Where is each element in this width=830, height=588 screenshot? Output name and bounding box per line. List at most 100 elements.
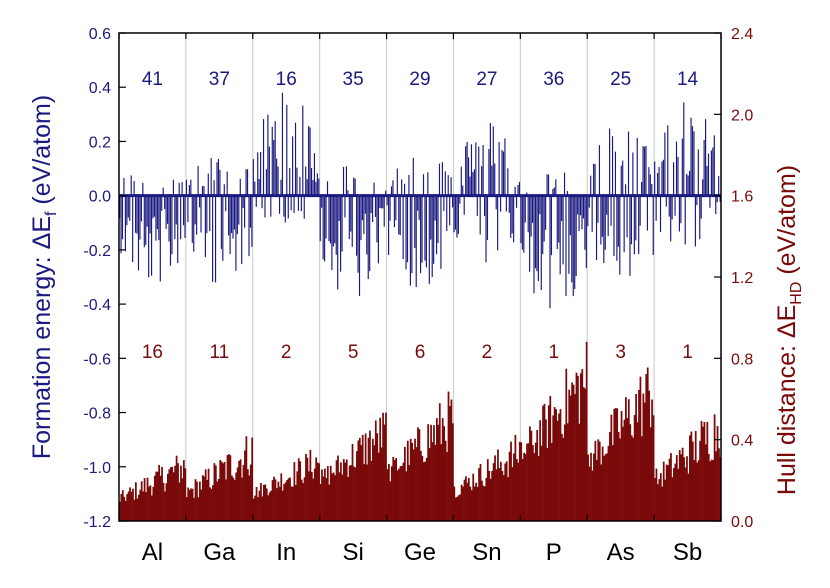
hull-distance-bar xyxy=(287,478,290,521)
formation-energy-bar xyxy=(520,195,522,244)
hull-distance-bar xyxy=(622,426,624,521)
formation-energy-bar xyxy=(341,195,343,252)
formation-energy-bar xyxy=(457,195,459,234)
formation-energy-bar xyxy=(271,126,273,196)
formation-energy-bar xyxy=(415,195,417,288)
formation-energy-bar xyxy=(180,195,182,240)
hull-distance-bar xyxy=(710,459,713,521)
formation-energy-bar xyxy=(185,179,188,196)
formation-energy-bar xyxy=(526,192,528,196)
formation-energy-bar xyxy=(668,195,670,217)
hull-distance-bar xyxy=(655,468,658,521)
formation-energy-bar xyxy=(182,195,185,226)
formation-energy-bar xyxy=(310,168,313,196)
hull-distance-bar xyxy=(703,421,706,521)
hull-distance-bar xyxy=(319,483,322,521)
hull-distance-bar xyxy=(136,498,139,521)
hull-distance-bar xyxy=(486,459,489,521)
formation-energy-bar xyxy=(609,128,611,196)
formation-energy-bar xyxy=(712,147,714,196)
hull-distance-bar xyxy=(565,368,568,521)
formation-energy-bar xyxy=(216,162,218,196)
formation-energy-bar xyxy=(718,176,720,196)
formation-energy-bar xyxy=(499,195,502,212)
formation-energy-bar xyxy=(379,195,381,208)
category-label: Ga xyxy=(203,539,236,566)
formation-energy-bar xyxy=(574,195,576,289)
formation-energy-bar xyxy=(223,184,225,196)
hull-distance-bar xyxy=(566,423,569,521)
formation-energy-bar xyxy=(444,171,446,196)
hull-distance-bar xyxy=(277,481,280,521)
hull-distance-bar xyxy=(271,480,274,521)
formation-energy-bar xyxy=(646,195,649,231)
hull-distance-bar xyxy=(578,423,581,521)
formation-energy-bar xyxy=(126,195,128,226)
hull-distance-bar xyxy=(171,466,174,521)
hull-distance-bar xyxy=(252,498,255,521)
category-label: P xyxy=(546,539,562,566)
hull-distance-bar xyxy=(664,479,667,521)
right-tick-label: 1.2 xyxy=(731,270,753,287)
hull-distance-bar xyxy=(556,420,559,521)
hull-distance-bar xyxy=(193,497,195,521)
formation-energy-bar xyxy=(531,195,534,223)
formation-energy-bar xyxy=(212,195,214,282)
formation-energy-bar xyxy=(284,195,286,223)
hull-distance-bar xyxy=(531,445,534,521)
formation-energy-bar xyxy=(335,195,337,255)
right-tick-label: 0.0 xyxy=(731,514,753,531)
formation-energy-bar xyxy=(129,195,131,221)
hull-distance-bar xyxy=(169,467,172,521)
formation-energy-bar xyxy=(268,146,270,196)
formation-energy-bar xyxy=(420,195,422,274)
formation-energy-bar xyxy=(534,195,537,269)
hull-distance-bar xyxy=(571,382,573,521)
right-tick-label: 0.8 xyxy=(731,351,753,368)
hull-distance-bar xyxy=(550,442,553,521)
hull-distance-bar xyxy=(373,445,376,521)
hull-distance-bar xyxy=(691,441,694,521)
hull-distance-bar xyxy=(194,479,197,521)
hull-distance-bar xyxy=(406,440,409,521)
hull-distance-bar xyxy=(623,419,626,521)
hull-distance-bar xyxy=(585,341,588,521)
hull-count-label: 11 xyxy=(209,342,229,363)
formation-energy-bar xyxy=(408,174,410,196)
hull-distance-bar xyxy=(553,407,556,521)
formation-energy-bar xyxy=(581,195,583,230)
hull-distance-bar xyxy=(483,486,486,521)
formation-energy-bar xyxy=(347,190,349,196)
formation-energy-bar xyxy=(299,176,301,196)
hull-distance-bar xyxy=(629,424,632,521)
formation-energy-bar xyxy=(260,151,262,196)
formation-energy-bar xyxy=(137,195,140,271)
formation-energy-bar xyxy=(622,160,624,196)
formation-energy-bar xyxy=(164,195,166,210)
hull-distance-bar xyxy=(233,479,236,521)
formation-energy-bar xyxy=(187,195,189,223)
formation-energy-bar xyxy=(385,190,387,196)
formation-energy-bar xyxy=(440,195,442,269)
formation-energy-bar xyxy=(604,195,606,250)
formation-energy-bar xyxy=(136,195,138,234)
formation-energy-bar xyxy=(411,195,413,274)
formation-energy-bar xyxy=(568,195,570,274)
hull-distance-bar xyxy=(598,441,601,521)
hull-distance-bar xyxy=(276,488,278,521)
hull-distance-bar xyxy=(418,429,421,521)
formation-energy-bar xyxy=(181,182,183,196)
formation-energy-bar xyxy=(273,140,275,196)
right-axis-title-unit: (eV/atom) xyxy=(773,165,801,282)
hull-distance-bar xyxy=(466,482,469,521)
formation-energy-bar xyxy=(537,195,539,282)
hull-distance-bar xyxy=(677,468,680,521)
formation-count-label: 37 xyxy=(209,69,230,90)
hull-distance-bar xyxy=(140,481,143,521)
formation-energy-bar xyxy=(149,195,151,234)
formation-energy-bar xyxy=(539,195,541,215)
hull-distance-bar xyxy=(433,425,435,521)
formation-energy-bar xyxy=(210,158,212,196)
formation-energy-bar xyxy=(513,195,515,243)
